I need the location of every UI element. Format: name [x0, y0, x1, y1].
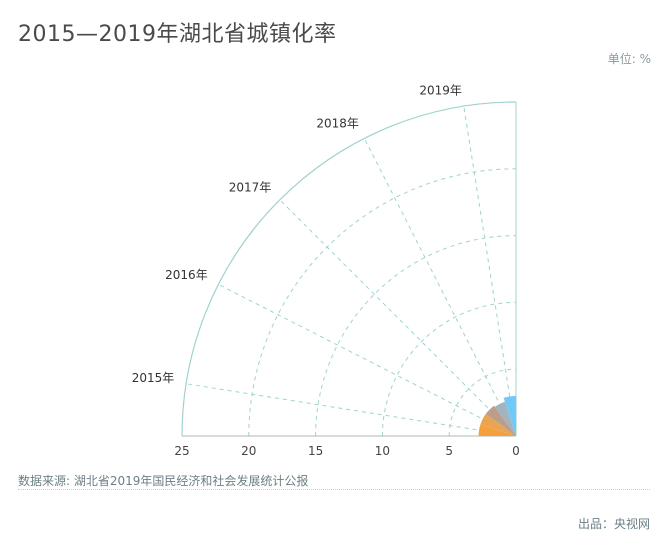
- chart-grid: [181, 101, 517, 437]
- radial-tick-label: 25: [174, 444, 189, 458]
- grid-arc: [381, 301, 517, 437]
- bar-sector: [485, 405, 516, 436]
- radial-tick-label: 5: [445, 444, 453, 458]
- radial-tick-label: 0: [512, 444, 520, 458]
- grid-arc: [448, 368, 517, 437]
- category-spoke: [218, 283, 517, 437]
- category-label: 2018年: [316, 117, 359, 131]
- data-source: 数据来源: 湖北省2019年国民经济和社会发展统计公报: [18, 474, 309, 488]
- footer-divider: [18, 489, 650, 490]
- category-spoke: [363, 138, 517, 437]
- chart-bars: [478, 395, 516, 436]
- chart-title: 2015—2019年湖北省城镇化率: [18, 22, 337, 47]
- category-label: 2019年: [419, 83, 462, 97]
- category-label: 2016年: [165, 268, 208, 282]
- unit-label: 单位: %: [607, 52, 651, 66]
- bar-sector: [503, 395, 516, 436]
- bar-sector: [494, 401, 516, 436]
- radial-tick-label: 10: [375, 444, 390, 458]
- radial-tick-label: 20: [241, 444, 256, 458]
- category-label: 2017年: [229, 180, 272, 194]
- outer-arc: [181, 101, 517, 437]
- category-label: 2015年: [132, 371, 175, 385]
- radial-tick-label: 15: [308, 444, 323, 458]
- bar-sector: [480, 414, 516, 436]
- chart-labels: 2015年 2016年 2017年 2018年 2019年 25 20 15 10 5 0: [132, 83, 520, 458]
- bar-sector: [478, 424, 516, 436]
- category-spoke: [279, 199, 517, 437]
- credit-label: 出品：央视网: [577, 517, 650, 531]
- category-spoke: [463, 106, 517, 437]
